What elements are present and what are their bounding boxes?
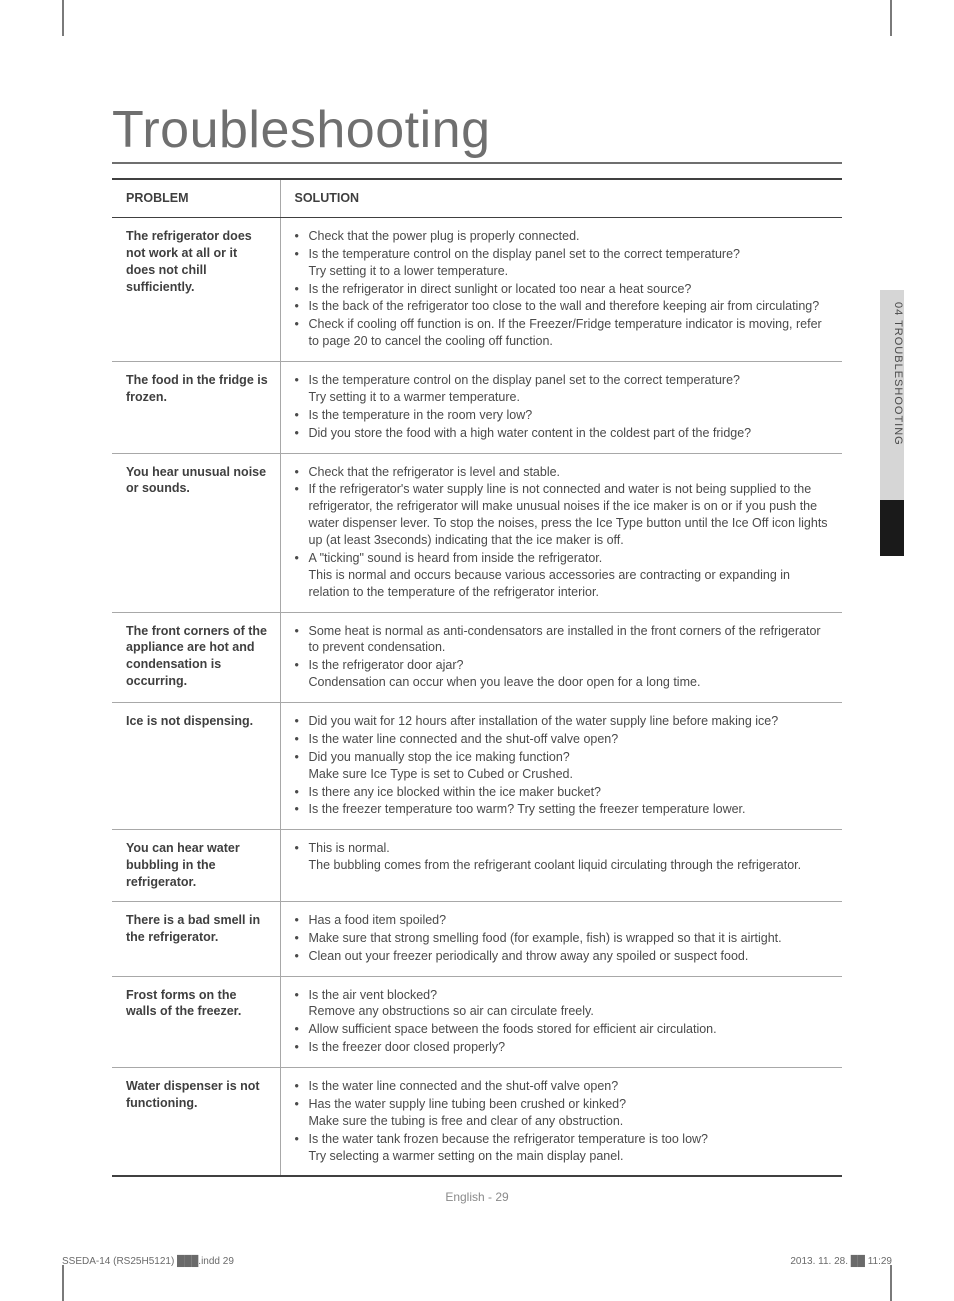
solution-item: Did you manually stop the ice making fun… <box>295 749 833 783</box>
solution-item-continuation: The bubbling comes from the refrigerant … <box>309 857 833 874</box>
solution-cell: This is normal.The bubbling comes from t… <box>280 830 842 902</box>
solution-list: Is the temperature control on the displa… <box>295 372 833 442</box>
solution-item-continuation: Make sure Ice Type is set to Cubed or Cr… <box>309 766 833 783</box>
solution-item: Clean out your freezer periodically and … <box>295 948 833 965</box>
solution-item: Is the water tank frozen because the ref… <box>295 1131 833 1165</box>
solution-item: Is the temperature control on the displa… <box>295 246 833 280</box>
problem-cell: There is a bad smell in the refrigerator… <box>112 901 280 976</box>
solution-cell: Check that the power plug is properly co… <box>280 217 842 361</box>
section-tab: 04 TROUBLESHOOTING <box>880 290 904 570</box>
solution-item: Did you wait for 12 hours after installa… <box>295 713 833 730</box>
solution-item: Check if cooling off function is on. If … <box>295 316 833 350</box>
col-header-solution: SOLUTION <box>280 179 842 217</box>
solution-item: Is the refrigerator door ajar?Condensati… <box>295 657 833 691</box>
solution-item: If the refrigerator's water supply line … <box>295 481 833 549</box>
crop-mark <box>890 1265 892 1301</box>
solution-item: Some heat is normal as anti-condensators… <box>295 623 833 657</box>
solution-item: This is normal.The bubbling comes from t… <box>295 840 833 874</box>
solution-item: Allow sufficient space between the foods… <box>295 1021 833 1038</box>
print-job-left: SSEDA-14 (RS25H5121) ███.indd 29 <box>62 1256 234 1267</box>
solution-list: Check that the power plug is properly co… <box>295 228 833 350</box>
solution-item: Is the freezer temperature too warm? Try… <box>295 801 833 818</box>
table-row: You can hear water bubbling in the refri… <box>112 830 842 902</box>
solution-item: Is the water line connected and the shut… <box>295 731 833 748</box>
problem-cell: The refrigerator does not work at all or… <box>112 217 280 361</box>
tab-black-bg <box>880 500 904 556</box>
table-row: The food in the fridge is frozen. Is the … <box>112 362 842 454</box>
solution-list: Did you wait for 12 hours after installa… <box>295 713 833 818</box>
solution-item: Is the back of the refrigerator too clos… <box>295 298 833 315</box>
solution-item-continuation: Try selecting a warmer setting on the ma… <box>309 1148 833 1165</box>
solution-item: Is the refrigerator in direct sunlight o… <box>295 281 833 298</box>
solution-item: Did you store the food with a high water… <box>295 425 833 442</box>
solution-list: Check that the refrigerator is level and… <box>295 464 833 601</box>
tab-label: 04 TROUBLESHOOTING <box>880 298 904 498</box>
print-job-right: 2013. 11. 28. ██ 11:29 <box>790 1256 892 1267</box>
table-row: There is a bad smell in the refrigerator… <box>112 901 842 976</box>
table-row: Ice is not dispensing. Did you wait for 1… <box>112 703 842 830</box>
solution-item-continuation: This is normal and occurs because variou… <box>309 567 833 601</box>
crop-mark <box>62 1265 64 1301</box>
solution-cell: Check that the refrigerator is level and… <box>280 453 842 612</box>
solution-cell: Is the water line connected and the shut… <box>280 1068 842 1177</box>
table-row: Frost forms on the walls of the freezer.… <box>112 976 842 1068</box>
problem-cell: The front corners of the appliance are h… <box>112 612 280 703</box>
solution-cell: Has a food item spoiled?Make sure that s… <box>280 901 842 976</box>
page-content: Troubleshooting PROBLEM SOLUTION The ref… <box>112 100 842 1177</box>
table-row: The front corners of the appliance are h… <box>112 612 842 703</box>
solution-item: Check that the refrigerator is level and… <box>295 464 833 481</box>
solution-cell: Is the temperature control on the displa… <box>280 362 842 454</box>
table-row: The refrigerator does not work at all or… <box>112 217 842 361</box>
col-header-problem: PROBLEM <box>112 179 280 217</box>
table-row: You hear unusual noise or sounds. Check t… <box>112 453 842 612</box>
solution-item: Is the temperature control on the displa… <box>295 372 833 406</box>
table-row: Water dispenser is not functioning. Is th… <box>112 1068 842 1177</box>
solution-item: Is the temperature in the room very low? <box>295 407 833 424</box>
problem-cell: Ice is not dispensing. <box>112 703 280 830</box>
problem-cell: You hear unusual noise or sounds. <box>112 453 280 612</box>
solution-item: Has a food item spoiled? <box>295 912 833 929</box>
solution-item: Make sure that strong smelling food (for… <box>295 930 833 947</box>
solution-item: A "ticking" sound is heard from inside t… <box>295 550 833 601</box>
solution-list: Is the air vent blocked?Remove any obstr… <box>295 987 833 1057</box>
solution-item-continuation: Remove any obstructions so air can circu… <box>309 1003 833 1020</box>
troubleshooting-table: PROBLEM SOLUTION The refrigerator does n… <box>112 178 842 1177</box>
solution-item: Is the water line connected and the shut… <box>295 1078 833 1095</box>
solution-list: This is normal.The bubbling comes from t… <box>295 840 833 874</box>
page-number: English - 29 <box>0 1190 954 1204</box>
problem-cell: You can hear water bubbling in the refri… <box>112 830 280 902</box>
problem-cell: Water dispenser is not functioning. <box>112 1068 280 1177</box>
solution-item: Is the freezer door closed properly? <box>295 1039 833 1056</box>
problem-cell: Frost forms on the walls of the freezer. <box>112 976 280 1068</box>
solution-list: Has a food item spoiled?Make sure that s… <box>295 912 833 965</box>
solution-item-continuation: Condensation can occur when you leave th… <box>309 674 833 691</box>
page-title: Troubleshooting <box>112 100 842 164</box>
solution-item-continuation: Try setting it to a warmer temperature. <box>309 389 833 406</box>
solution-item: Is there any ice blocked within the ice … <box>295 784 833 801</box>
solution-cell: Is the air vent blocked?Remove any obstr… <box>280 976 842 1068</box>
solution-item: Is the air vent blocked?Remove any obstr… <box>295 987 833 1021</box>
solution-item-continuation: Make sure the tubing is free and clear o… <box>309 1113 833 1130</box>
problem-cell: The food in the fridge is frozen. <box>112 362 280 454</box>
solution-cell: Some heat is normal as anti-condensators… <box>280 612 842 703</box>
solution-item-continuation: Try setting it to a lower temperature. <box>309 263 833 280</box>
solution-list: Is the water line connected and the shut… <box>295 1078 833 1164</box>
solution-item: Has the water supply line tubing been cr… <box>295 1096 833 1130</box>
solution-item: Check that the power plug is properly co… <box>295 228 833 245</box>
crop-mark <box>62 0 64 36</box>
solution-list: Some heat is normal as anti-condensators… <box>295 623 833 692</box>
solution-cell: Did you wait for 12 hours after installa… <box>280 703 842 830</box>
crop-mark <box>890 0 892 36</box>
